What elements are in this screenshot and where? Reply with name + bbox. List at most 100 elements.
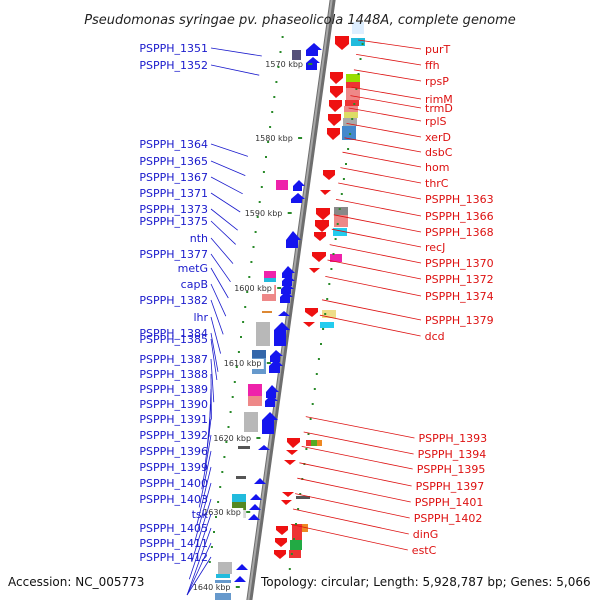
gene-label[interactable]: PSPPH_1395 bbox=[417, 463, 486, 476]
gene-label[interactable]: estC bbox=[412, 544, 437, 557]
gene-label[interactable]: PSPPH_1399 bbox=[139, 461, 208, 474]
gene-block[interactable] bbox=[320, 322, 334, 328]
gene-block[interactable] bbox=[244, 412, 258, 432]
gene-arrow[interactable] bbox=[291, 193, 305, 203]
gene-arrow[interactable] bbox=[320, 190, 331, 195]
gene-label[interactable]: PSPPH_1370 bbox=[425, 257, 494, 270]
gene-block[interactable] bbox=[333, 228, 347, 236]
gene-block[interactable] bbox=[344, 112, 358, 118]
gene-block[interactable] bbox=[345, 100, 359, 106]
gene-label[interactable]: PSPPH_1401 bbox=[415, 496, 484, 509]
gene-arrow[interactable] bbox=[274, 550, 286, 559]
gene-arrow[interactable] bbox=[234, 576, 246, 582]
gene-arrow[interactable] bbox=[269, 359, 283, 373]
gene-arrow[interactable] bbox=[303, 322, 315, 327]
gene-label[interactable]: PSPPH_1391 bbox=[139, 413, 208, 426]
gene-arrow[interactable] bbox=[250, 494, 262, 500]
gene-label[interactable]: PSPPH_1368 bbox=[425, 226, 494, 239]
gene-arrow[interactable] bbox=[306, 43, 322, 56]
gene-label[interactable]: trmD bbox=[425, 102, 453, 115]
gene-arrow[interactable] bbox=[282, 275, 295, 286]
gene-label[interactable]: PSPPH_1393 bbox=[419, 432, 488, 445]
gene-arrow[interactable] bbox=[278, 311, 290, 316]
gene-label[interactable]: PSPPH_1387 bbox=[139, 353, 208, 366]
gene-block[interactable] bbox=[216, 574, 230, 578]
gene-arrow[interactable] bbox=[335, 36, 349, 50]
gene-arrow[interactable] bbox=[329, 100, 342, 112]
gene-block[interactable] bbox=[343, 118, 357, 126]
gene-label[interactable]: rpsP bbox=[425, 75, 449, 88]
gene-label[interactable]: PSPPH_1364 bbox=[139, 138, 208, 151]
gene-block[interactable] bbox=[346, 74, 360, 82]
gene-block[interactable] bbox=[317, 440, 322, 446]
gene-arrow[interactable] bbox=[282, 266, 295, 278]
gene-label[interactable]: metG bbox=[178, 262, 208, 275]
gene-arrow[interactable] bbox=[309, 268, 320, 273]
gene-arrow[interactable] bbox=[274, 322, 290, 346]
gene-arrow[interactable] bbox=[265, 395, 278, 407]
gene-arrow[interactable] bbox=[328, 114, 341, 126]
gene-block[interactable] bbox=[218, 562, 232, 574]
gene-label[interactable]: PSPPH_1352 bbox=[139, 59, 208, 72]
gene-block[interactable] bbox=[322, 310, 336, 318]
gene-arrow[interactable] bbox=[282, 492, 294, 497]
gene-label[interactable]: PSPPH_1373 bbox=[139, 203, 208, 216]
gene-block[interactable] bbox=[238, 446, 250, 449]
gene-arrow[interactable] bbox=[305, 308, 318, 317]
gene-block[interactable] bbox=[302, 524, 308, 532]
gene-label[interactable]: xerD bbox=[425, 131, 451, 144]
gene-block[interactable] bbox=[252, 350, 266, 358]
gene-block[interactable] bbox=[276, 180, 288, 190]
gene-arrow[interactable] bbox=[330, 72, 343, 84]
gene-label[interactable]: PSPPH_1392 bbox=[139, 429, 208, 442]
gene-label[interactable]: thrC bbox=[425, 177, 449, 190]
gene-arrow[interactable] bbox=[281, 500, 292, 505]
gene-label[interactable]: PSPPH_1374 bbox=[425, 290, 494, 303]
gene-arrow[interactable] bbox=[287, 438, 300, 448]
gene-block[interactable] bbox=[248, 384, 262, 396]
gene-label[interactable]: PSPPH_1403 bbox=[139, 493, 208, 506]
gene-label[interactable]: PSPPH_1405 bbox=[139, 522, 208, 535]
gene-label[interactable]: PSPPH_1390 bbox=[139, 398, 208, 411]
gene-block[interactable] bbox=[292, 524, 302, 540]
gene-arrow[interactable] bbox=[316, 208, 330, 220]
gene-arrow[interactable] bbox=[254, 478, 266, 484]
gene-block[interactable] bbox=[334, 207, 348, 215]
gene-label[interactable]: lhr bbox=[193, 311, 208, 324]
gene-block[interactable] bbox=[290, 540, 302, 550]
gene-label[interactable]: PSPPH_1379 bbox=[425, 314, 494, 327]
gene-label[interactable]: PSPPH_1365 bbox=[139, 155, 208, 168]
gene-arrow[interactable] bbox=[327, 128, 340, 140]
gene-arrow[interactable] bbox=[293, 180, 305, 191]
gene-arrow[interactable] bbox=[262, 412, 278, 434]
gene-block[interactable] bbox=[296, 496, 310, 499]
gene-arrow[interactable] bbox=[286, 231, 301, 248]
gene-block[interactable] bbox=[232, 502, 246, 510]
gene-arrow[interactable] bbox=[258, 445, 270, 450]
gene-arrow[interactable] bbox=[323, 170, 335, 180]
gene-block[interactable] bbox=[264, 271, 276, 278]
gene-arrow[interactable] bbox=[284, 460, 296, 465]
gene-label[interactable]: purT bbox=[425, 43, 450, 56]
gene-arrow[interactable] bbox=[249, 504, 261, 510]
gene-label[interactable]: PSPPH_1366 bbox=[425, 210, 494, 223]
gene-arrow[interactable] bbox=[266, 385, 279, 398]
gene-label[interactable]: PSPPH_1411 bbox=[139, 537, 208, 550]
gene-block[interactable] bbox=[352, 22, 364, 34]
gene-label[interactable]: rimM bbox=[425, 93, 453, 106]
gene-arrow[interactable] bbox=[314, 232, 326, 241]
gene-arrow[interactable] bbox=[248, 514, 260, 520]
gene-label[interactable]: PSPPH_1412 bbox=[139, 551, 208, 564]
gene-label[interactable]: capB bbox=[181, 278, 208, 291]
gene-arrow[interactable] bbox=[275, 538, 287, 547]
gene-label[interactable]: PSPPH_1351 bbox=[139, 42, 208, 55]
gene-arrow[interactable] bbox=[236, 564, 248, 570]
gene-label[interactable]: PSPPH_1385 bbox=[139, 333, 208, 346]
gene-block[interactable] bbox=[289, 550, 301, 558]
gene-arrow[interactable] bbox=[270, 350, 283, 362]
gene-arrow[interactable] bbox=[281, 283, 294, 294]
gene-block[interactable] bbox=[306, 440, 311, 446]
gene-label[interactable]: rplS bbox=[425, 115, 447, 128]
gene-label[interactable]: PSPPH_1402 bbox=[414, 512, 483, 525]
gene-label[interactable]: ffh bbox=[425, 59, 440, 72]
